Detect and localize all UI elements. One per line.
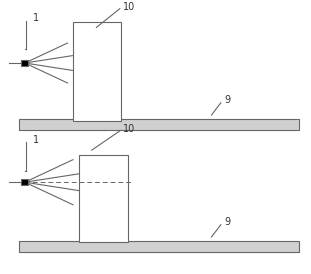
Text: 10: 10: [123, 2, 135, 12]
Text: 1: 1: [33, 13, 39, 23]
Bar: [19, 119, 299, 130]
Text: 9: 9: [224, 95, 230, 105]
Bar: [19, 241, 299, 252]
Text: 9: 9: [224, 217, 230, 227]
Bar: [21, 179, 28, 185]
Bar: [79, 155, 128, 242]
Text: 10: 10: [123, 124, 135, 134]
Bar: [21, 60, 28, 66]
Text: 1: 1: [33, 135, 39, 145]
Bar: [73, 22, 121, 121]
